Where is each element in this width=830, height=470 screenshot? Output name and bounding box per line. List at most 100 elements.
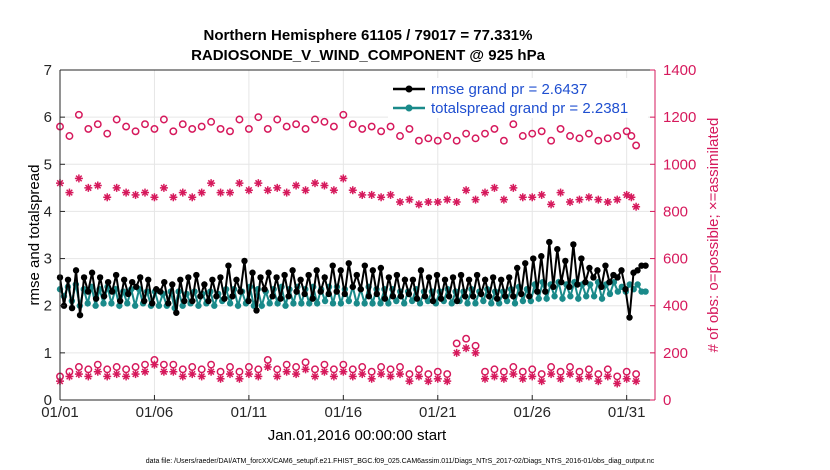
rmse-point <box>128 278 136 286</box>
rmse-point <box>76 311 84 319</box>
obs-possible-marker <box>339 110 348 119</box>
obs-possible-marker <box>566 132 574 140</box>
x-tick-labels: 01/01 01/06 01/11 01/16 01/21 01/26 01/31 <box>41 395 645 421</box>
obs-possible-marker <box>556 124 565 133</box>
rmse-point <box>112 271 120 279</box>
spread-point <box>100 300 107 307</box>
obs-assimilated-marker <box>273 183 282 192</box>
obs-assimilated-marker <box>537 377 546 386</box>
rmse-point <box>534 288 541 295</box>
obs-assimilated-marker <box>93 181 102 190</box>
obs-possible-marker <box>627 132 636 140</box>
rmse-point <box>108 288 116 295</box>
chart-title: Northern Hemisphere 61105 / 79017 = 77.3… <box>204 27 533 44</box>
obs-possible-marker <box>112 115 121 124</box>
rmse-point <box>441 276 449 283</box>
obs-possible-marker <box>122 122 131 131</box>
rmse-point <box>501 293 509 300</box>
obs-assimilated-marker <box>320 181 329 190</box>
rmse-point <box>257 274 264 281</box>
rmse-point <box>100 293 108 300</box>
obs-assimilated-marker <box>632 202 641 211</box>
obs-assimilated-marker <box>65 372 74 381</box>
obs-assimilated-marker <box>386 372 395 381</box>
obs-assimilated-marker <box>197 188 206 197</box>
obs-assimilated-marker <box>452 348 461 357</box>
rmse-point <box>397 293 405 300</box>
obs-assimilated-marker <box>282 188 291 197</box>
obs-possible-marker <box>320 117 329 126</box>
rmse-point <box>602 262 609 269</box>
obs-assimilated-marker <box>584 372 593 381</box>
obs-assimilated-marker <box>528 372 537 381</box>
obs-assimilated-marker <box>112 370 121 379</box>
rmse-point <box>305 271 312 279</box>
rmse-point <box>626 314 633 321</box>
obs-assimilated-marker <box>188 193 197 202</box>
spread-point <box>313 300 321 307</box>
obs-assimilated-marker <box>112 183 121 192</box>
rmse-point <box>461 293 469 300</box>
obs-possible-marker <box>282 122 291 131</box>
obs-assimilated-marker <box>613 379 622 388</box>
obs-assimilated-marker <box>131 190 140 199</box>
obs-assimilated-marker <box>311 372 319 381</box>
rmse-point <box>445 293 453 300</box>
rmse-point <box>225 262 232 269</box>
obs-possible-marker <box>216 124 225 133</box>
obs-possible-marker <box>452 339 461 348</box>
rmse-point <box>116 297 124 305</box>
rmse-point <box>309 295 316 302</box>
obs-assimilated-marker <box>329 372 338 381</box>
obs-possible-marker <box>226 127 234 136</box>
rmse-point <box>634 267 641 274</box>
spread-point <box>488 300 495 307</box>
rmse-point <box>349 283 356 291</box>
obs-possible-marker <box>377 127 386 136</box>
obs-assimilated-marker <box>396 198 404 206</box>
obs-assimilated-marker <box>235 179 244 188</box>
rmse-point <box>217 274 224 281</box>
obs-possible-marker <box>584 129 593 138</box>
obs-assimilated-marker <box>188 370 197 379</box>
obs-possible-marker <box>188 124 197 133</box>
spread-point <box>543 295 550 302</box>
y-tick-label: 2 <box>44 298 52 315</box>
spread-point <box>377 300 384 307</box>
rmse-point <box>293 288 300 295</box>
plot-area <box>60 70 655 400</box>
obs-assimilated-marker <box>471 348 480 357</box>
obs-assimilated-marker <box>348 186 357 195</box>
obs-possible-marker <box>471 134 480 143</box>
obs-assimilated-marker <box>509 370 518 379</box>
rmse-point <box>429 297 437 305</box>
obs-assimilated-marker <box>74 370 83 379</box>
obs-assimilated-marker <box>339 367 348 376</box>
obs-assimilated-marker <box>292 370 301 379</box>
obs-assimilated-marker <box>329 186 338 195</box>
obs-possible-marker <box>594 136 603 145</box>
obs-assimilated-marker <box>462 186 471 195</box>
obs-possible-marker <box>499 136 508 145</box>
spread-point <box>345 297 353 305</box>
rmse-point <box>265 269 272 276</box>
obs-possible-marker <box>93 120 102 129</box>
rmse-point <box>594 267 601 274</box>
rmse-point <box>558 278 565 286</box>
obs-possible-marker <box>169 127 178 136</box>
y-tick-label: 7 <box>44 62 52 79</box>
obs-assimilated-marker <box>169 193 178 202</box>
obs-assimilated-marker <box>320 367 329 376</box>
obs-possible-marker <box>178 120 187 129</box>
obs-assimilated-marker <box>575 195 584 204</box>
legend: rmse grand pr = 2.6437 totalspread grand… <box>388 78 648 118</box>
rmse-point <box>213 293 220 300</box>
obs-assimilated-marker <box>197 372 206 381</box>
rmse-point <box>181 297 188 305</box>
rmse-point <box>281 271 288 279</box>
obs-assimilated-marker <box>424 377 433 386</box>
rmse-point <box>96 274 104 281</box>
rmse-point <box>301 290 308 298</box>
obs-assimilated-marker <box>358 370 367 379</box>
